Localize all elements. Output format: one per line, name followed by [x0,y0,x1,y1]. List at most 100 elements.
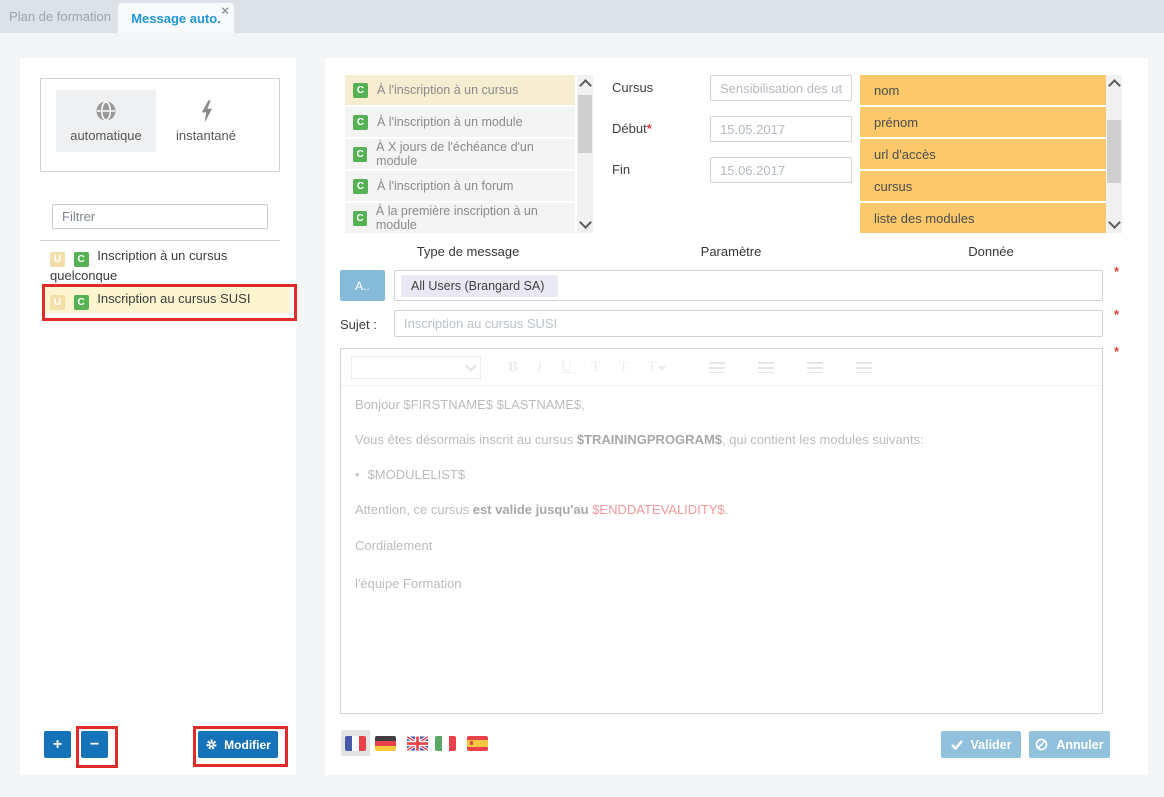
bold-icon[interactable]: B [508,358,519,375]
chevron-up-icon[interactable] [1108,79,1121,92]
subscript-icon[interactable]: T [619,358,629,375]
flag-france-icon[interactable] [345,736,366,751]
message-type-inscription-cursus[interactable]: C À l'inscription à un cursus [345,75,575,105]
message-type-label: À l'inscription à un forum [377,179,514,193]
filter-input[interactable] [52,204,268,229]
editor-body[interactable]: Bonjour $FIRSTNAME$ $LASTNAME$, Vous ête… [341,386,1102,623]
scrollbar-thumb[interactable] [578,95,592,153]
data-field-prenom[interactable]: prénom [860,107,1106,137]
required-asterisk: * [1114,264,1120,279]
divider [40,240,280,241]
flag-uk-icon[interactable] [407,736,428,751]
badge-c-icon: C [353,114,368,130]
align-center-icon[interactable] [758,361,775,373]
data-field-url-acces[interactable]: url d'accès [860,139,1106,169]
align-left-icon[interactable] [709,361,726,373]
badge-u-icon: U [50,252,65,267]
message-type-premiere-inscription[interactable]: C À la première inscription à un module [345,203,575,233]
mode-label: automatique [70,128,142,143]
recipients-field[interactable]: All Users (Brangard SA) [394,270,1103,301]
flag-spain-icon[interactable] [467,736,488,751]
badge-c-icon: C [353,210,367,226]
data-field-nom[interactable]: nom [860,75,1106,105]
flag-germany-icon[interactable] [375,736,396,751]
editor-signature: Cordialement [355,538,433,553]
chevron-down-icon [658,365,667,371]
recipients-button[interactable]: A.. [340,270,385,301]
globe-icon [96,101,116,121]
recipient-chip[interactable]: All Users (Brangard SA) [401,274,559,297]
underline-icon[interactable]: U [561,358,572,375]
cancel-label: Annuler [1056,737,1104,752]
badge-c-icon: C [353,146,368,162]
message-type-scrollbar[interactable] [577,75,593,233]
column-header-type: Type de message [416,244,520,259]
font-select[interactable] [351,355,481,379]
gear-icon [206,739,217,750]
editor-paragraph: Attention, ce cursus est valide jusqu'au… [355,502,729,517]
lightning-icon [201,99,212,123]
list-icon[interactable] [856,361,873,373]
message-type-echeance-module[interactable]: C À X jours de l'échéance d'un module [345,139,575,169]
message-type-list: C À l'inscription à un cursus C À l'insc… [345,75,575,233]
badge-c-icon: C [73,252,89,267]
flag-italy-icon[interactable] [435,736,456,751]
modify-button[interactable]: Modifier [198,731,278,758]
debut-input[interactable] [710,116,852,142]
fin-label: Fin [612,162,631,177]
column-header-donnee: Donnée [968,244,1014,259]
remove-button[interactable]: − [81,731,108,758]
tab-label: Message auto. [131,10,221,26]
column-header-parametre: Paramètre [700,244,762,259]
message-item-cursus-quelconque[interactable]: U C Inscription à un cursus quelconque [44,244,290,288]
data-field-cursus[interactable]: cursus [860,171,1106,201]
subject-label: Sujet : [340,317,377,332]
fin-input[interactable] [710,157,852,183]
required-asterisk: * [1114,344,1120,359]
data-field-list: nom prénom url d'accès cursus liste des … [860,75,1106,233]
chevron-down-icon[interactable] [579,216,592,229]
message-type-label: À l'inscription à un module [377,115,523,129]
message-type-label: À X jours de l'échéance d'un module [376,140,534,168]
chevron-up-icon[interactable] [579,79,592,92]
badge-c-icon: C [353,82,368,98]
message-type-inscription-forum[interactable]: C À l'inscription à un forum [345,171,575,201]
cancel-button[interactable]: Annuler [1029,731,1110,758]
add-button[interactable]: + [44,731,71,758]
text-color-icon[interactable]: T [647,359,667,376]
message-type-inscription-module[interactable]: C À l'inscription à un module [345,107,575,137]
mode-instantane-button[interactable]: instantané [156,90,256,152]
superscript-icon[interactable]: T [590,358,601,375]
mode-automatique-button[interactable]: automatique [56,90,156,152]
message-type-label: À l'inscription à un cursus [377,83,519,97]
chevron-down-icon[interactable] [1108,216,1121,229]
editor-greeting: Bonjour $FIRSTNAME$ $LASTNAME$, [355,397,585,412]
message-item-label: Inscription au cursus SUSI [97,291,251,306]
close-icon[interactable]: × [221,3,229,18]
data-field-liste-modules[interactable]: liste des modules [860,203,1106,233]
subject-input[interactable] [394,310,1103,337]
required-asterisk: * [1114,307,1120,322]
message-item-cursus-susi[interactable]: U C Inscription au cursus SUSI [44,286,290,313]
check-icon [950,739,963,750]
validate-button[interactable]: Valider [941,731,1021,758]
message-item-label: Inscription à un cursus quelconque [50,248,228,283]
messages-sidebar: automatique instantané U C Inscription à… [20,58,296,775]
rich-text-editor[interactable]: B I U T T T Bonjour $FIRSTNAME$ $LASTNAM… [340,348,1103,714]
cursus-input[interactable] [710,75,852,101]
badge-c-icon: C [353,178,368,194]
align-right-icon[interactable] [807,361,824,373]
message-editor-panel: C À l'inscription à un cursus C À l'insc… [325,58,1148,775]
badge-u-icon: U [50,295,65,310]
validate-label: Valider [970,737,1012,752]
modify-label: Modifier [224,737,271,752]
editor-paragraph: Vous êtes désormais inscrit au cursus $T… [355,432,924,447]
scrollbar-thumb[interactable] [1107,120,1121,183]
editor-toolbar: B I U T T T [341,349,1102,386]
tab-message-auto[interactable]: Message auto. × [118,3,234,33]
italic-icon[interactable]: I [537,358,543,375]
data-field-scrollbar[interactable] [1106,75,1122,233]
tab-label: Plan de formation [9,9,111,24]
editor-signature: l'équipe Formation [355,575,462,591]
tab-plan-de-formation[interactable]: Plan de formation [8,0,112,33]
